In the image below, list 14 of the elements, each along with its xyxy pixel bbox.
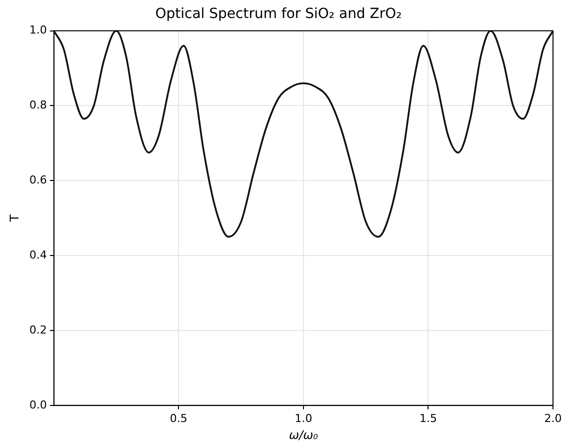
- y-tick-label: 0.4: [29, 248, 47, 262]
- y-axis-title: T: [7, 214, 22, 223]
- y-tick-label: 0.6: [29, 174, 47, 186]
- chart-title: Optical Spectrum for SiO₂ and ZrO₂: [155, 6, 402, 22]
- x-axis-title: ω/ω₀: [288, 428, 318, 442]
- line-series: [54, 30, 553, 238]
- y-tick-label: 0.0: [29, 398, 47, 412]
- y-tick-label: 1.0: [29, 24, 47, 37]
- x-tick-label: 0.5: [170, 412, 188, 425]
- y-tick-label: 0.2: [29, 323, 47, 336]
- x-tick-label: 1.5: [419, 412, 437, 425]
- x-tick-label: 2.0: [544, 412, 562, 425]
- x-tick-label: 1.0: [294, 412, 312, 425]
- y-tick-label: 0.8: [29, 98, 47, 112]
